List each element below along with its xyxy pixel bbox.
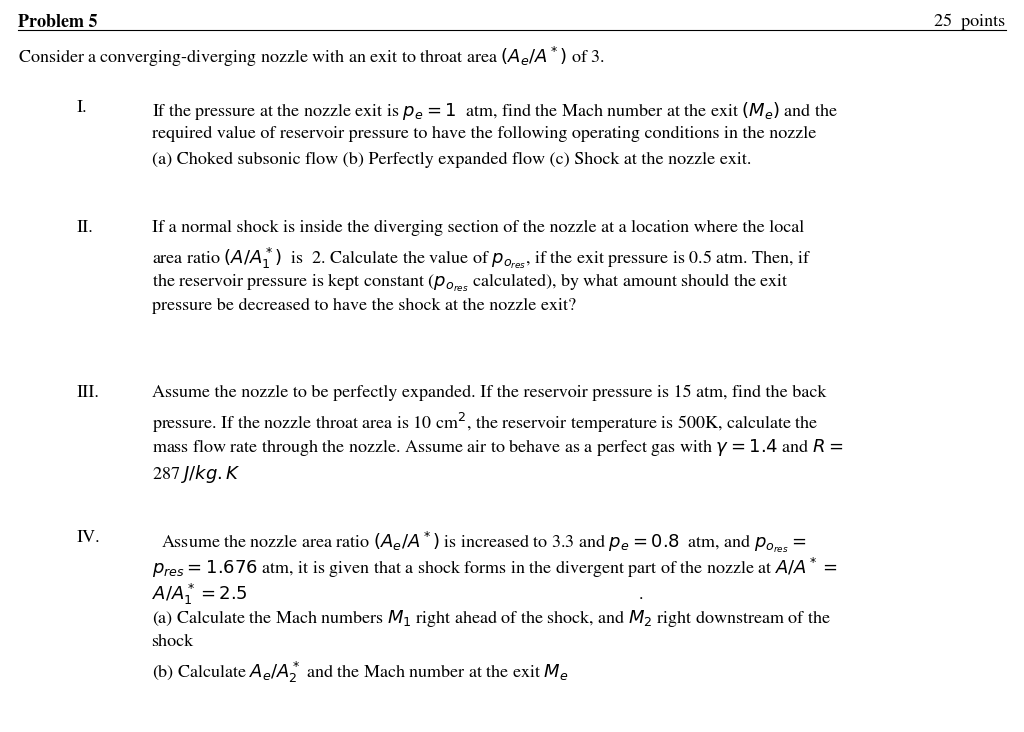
Text: pressure. If the nozzle throat area is 10 cm$^2$, the reservoir temperature is 5: pressure. If the nozzle throat area is 1… [152, 411, 818, 435]
Text: I.: I. [77, 100, 87, 116]
Text: shock: shock [152, 634, 194, 650]
Text: $p_{res} = 1.676$ atm, it is given that a shock forms in the divergent part of t: $p_{res} = 1.676$ atm, it is given that … [152, 556, 837, 580]
Text: III.: III. [77, 385, 99, 401]
Text: 287 $J/kg.K$: 287 $J/kg.K$ [152, 463, 241, 485]
Text: 25  points: 25 points [935, 14, 1006, 31]
Text: (b) Calculate $A_e/A_2^*$ and the Mach number at the exit $M_e$: (b) Calculate $A_e/A_2^*$ and the Mach n… [152, 660, 568, 685]
Text: mass flow rate through the nozzle. Assume air to behave as a perfect gas with $\: mass flow rate through the nozzle. Assum… [152, 437, 843, 458]
Text: Problem 5: Problem 5 [18, 14, 98, 31]
Text: Assume the nozzle area ratio $(A_e/A^*)$ is increased to 3.3 and $p_e = 0.8$  at: Assume the nozzle area ratio $(A_e/A^*)$… [152, 530, 806, 555]
Text: Assume the nozzle to be perfectly expanded. If the reservoir pressure is 15 atm,: Assume the nozzle to be perfectly expand… [152, 385, 826, 401]
Text: pressure be decreased to have the shock at the nozzle exit?: pressure be decreased to have the shock … [152, 298, 575, 314]
Text: IV.: IV. [77, 530, 100, 546]
Text: If the pressure at the nozzle exit is $p_e = 1$  atm, find the Mach number at th: If the pressure at the nozzle exit is $p… [152, 100, 838, 122]
Text: area ratio $(A/A_1^*)$  is  2. Calculate the value of $p_{o_{res}}$, if the exit: area ratio $(A/A_1^*)$ is 2. Calculate t… [152, 246, 811, 271]
Text: the reservoir pressure is kept constant ($p_{o_{res}}$ calculated), by what amou: the reservoir pressure is kept constant … [152, 272, 788, 294]
Text: (a) Choked subsonic flow (b) Perfectly expanded flow (c) Shock at the nozzle exi: (a) Choked subsonic flow (b) Perfectly e… [152, 152, 751, 168]
Text: $A/A_1^* = 2.5$                                                                 : $A/A_1^* = 2.5$ [152, 582, 644, 607]
Text: (a) Calculate the Mach numbers $M_1$ right ahead of the shock, and $M_2$ right d: (a) Calculate the Mach numbers $M_1$ rig… [152, 608, 830, 629]
Text: Consider a converging-diverging nozzle with an exit to throat area $(A_e/A^*)$ o: Consider a converging-diverging nozzle w… [18, 45, 605, 69]
Text: required value of reservoir pressure to have the following operating conditions : required value of reservoir pressure to … [152, 126, 816, 142]
Text: If a normal shock is inside the diverging section of the nozzle at a location wh: If a normal shock is inside the divergin… [152, 220, 804, 236]
Text: II.: II. [77, 220, 93, 236]
